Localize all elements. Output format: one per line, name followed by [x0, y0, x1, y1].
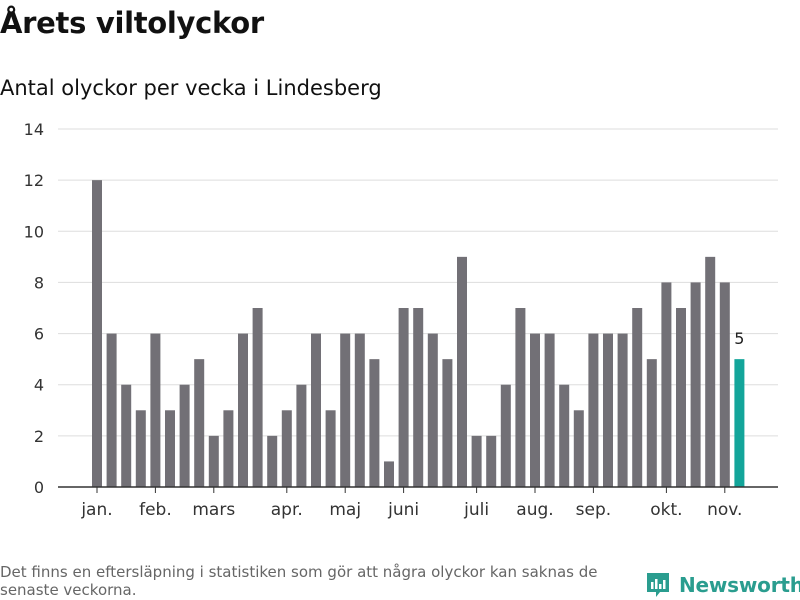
- bar: [413, 308, 424, 487]
- x-tick-label: jan.: [80, 500, 112, 520]
- y-tick-label: 12: [24, 171, 44, 190]
- bar: [500, 384, 511, 487]
- bar: [238, 333, 248, 487]
- y-tick-label: 0: [34, 478, 44, 497]
- bar: [281, 410, 292, 487]
- y-tick-label: 10: [24, 222, 44, 241]
- bar: [661, 282, 672, 487]
- brand-logo[interactable]: Newsworthy: [645, 570, 800, 600]
- weekly-accidents-bar-chart: 0 2 4 6 8 10 12 14 5 jan. feb. mars apr. maj juni jul…: [24, 120, 778, 520]
- bar: [719, 282, 730, 487]
- x-tick-label: juli: [463, 500, 489, 520]
- bar: [457, 256, 467, 487]
- y-tick-label: 6: [34, 325, 44, 344]
- x-tick-label: sep.: [576, 500, 612, 520]
- bar: [194, 359, 205, 487]
- bar: [544, 333, 555, 487]
- bar: [252, 308, 263, 487]
- bar: [179, 384, 190, 487]
- bar: [398, 308, 409, 487]
- bar: [354, 333, 365, 487]
- x-axis-ticks: jan. feb. mars apr. maj juni juli aug. sep. okt. n…: [80, 487, 742, 520]
- bar: [267, 435, 278, 487]
- bar: [676, 308, 686, 487]
- bar: [223, 410, 234, 487]
- bar: [106, 333, 117, 487]
- newsworthy-logo-icon: [647, 573, 669, 597]
- footnote: Det finns en eftersläpning i statistiken…: [0, 563, 598, 599]
- bar-highlighted: [734, 359, 745, 487]
- bar: [311, 333, 321, 487]
- bar: [690, 282, 701, 487]
- bar: [603, 333, 613, 487]
- bar: [427, 333, 438, 487]
- bar: [515, 308, 526, 487]
- bar: [442, 359, 453, 487]
- bar: [340, 333, 351, 487]
- y-axis-ticks: 0 2 4 6 8 10 12 14: [24, 120, 44, 497]
- bar: [646, 359, 657, 487]
- bar: [559, 384, 570, 487]
- y-tick-label: 14: [24, 120, 44, 139]
- bar: [617, 333, 628, 487]
- bar: [530, 333, 540, 487]
- bar: [588, 333, 599, 487]
- bar: [325, 410, 336, 487]
- chart-title: Årets viltolyckor: [0, 6, 264, 40]
- x-tick-label: apr.: [271, 500, 303, 520]
- bar: [705, 256, 716, 487]
- x-tick-label: maj: [329, 500, 361, 520]
- bar: [150, 333, 161, 487]
- bar: [296, 384, 307, 487]
- data-labels: 5: [734, 329, 744, 348]
- chart-subtitle: Antal olyckor per vecka i Lindesberg: [0, 76, 382, 100]
- x-tick-label: nov.: [707, 500, 742, 520]
- y-tick-label: 4: [34, 376, 44, 395]
- bar: [384, 461, 394, 487]
- x-tick-label: okt.: [650, 500, 682, 520]
- bar: [208, 435, 219, 487]
- y-tick-label: 8: [34, 273, 44, 292]
- bar-value-label: 5: [734, 329, 744, 348]
- brand-name: Newsworthy: [679, 573, 800, 597]
- x-tick-label: juni: [387, 500, 419, 520]
- x-tick-label: aug.: [516, 500, 553, 520]
- bar: [573, 410, 584, 487]
- x-tick-label: feb.: [139, 500, 172, 520]
- bar: [121, 384, 132, 487]
- bar: [486, 435, 497, 487]
- bar: [632, 308, 643, 487]
- bar: [471, 435, 482, 487]
- bar: [92, 180, 102, 487]
- y-tick-label: 2: [34, 427, 44, 446]
- bar: [165, 410, 175, 487]
- bar: [135, 410, 146, 487]
- x-tick-label: mars: [192, 500, 235, 520]
- bars: [92, 180, 745, 487]
- bar: [369, 359, 380, 487]
